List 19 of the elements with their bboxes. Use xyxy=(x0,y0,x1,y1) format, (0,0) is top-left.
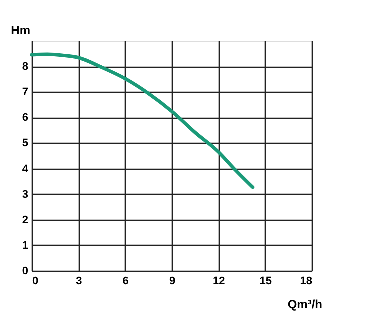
y-axis-title: Hm xyxy=(11,24,30,38)
x-tick-label: 12 xyxy=(213,276,226,288)
y-tick-label: 4 xyxy=(22,163,30,176)
x-tick-label: 9 xyxy=(169,276,176,288)
x-tick-label: 18 xyxy=(300,276,312,288)
y-tick-label: 7 xyxy=(22,86,28,99)
y-tick-label: 3 xyxy=(22,188,28,201)
line-series xyxy=(30,52,255,190)
x-tick-label: 0 xyxy=(32,276,39,288)
y-tick-label: 6 xyxy=(22,112,28,124)
x-tick-label: 6 xyxy=(122,276,129,288)
x-axis-title: Qm³/h xyxy=(288,298,322,312)
x-tick-label: 15 xyxy=(260,276,272,288)
y-tick-label: 2 xyxy=(22,214,28,226)
y-tick-label: 0 xyxy=(22,266,28,278)
y-tick-label: 5 xyxy=(22,138,28,150)
x-tick-label: 3 xyxy=(76,276,82,288)
y-tick-label: 8 xyxy=(22,61,28,74)
y-tick-label: 1 xyxy=(22,240,28,252)
